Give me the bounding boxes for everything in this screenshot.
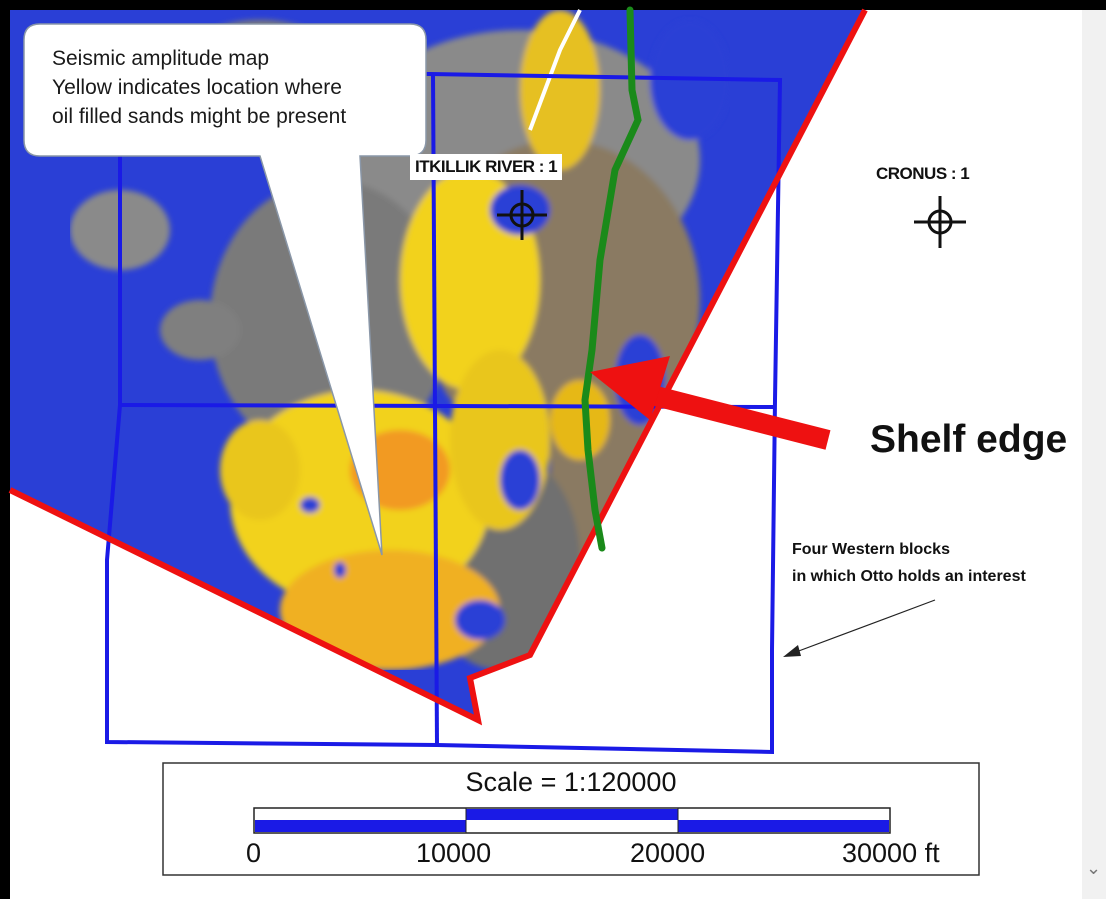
blocks-pointer-arrow (783, 599, 936, 657)
chevron-down-icon[interactable]: ⌄ (1086, 858, 1102, 878)
western-blocks-label: Four Western blocks in which Otto holds … (792, 536, 1026, 590)
scale-tick-2: 20000 (630, 838, 706, 868)
shelf-edge-label: Shelf edge (870, 418, 1068, 461)
scale-tick-1: 10000 (416, 838, 492, 868)
well-label-itkillik: ITKILLIK RIVER : 1 (410, 154, 563, 180)
callout-bubble (23, 23, 427, 556)
scale-tick-3: 30000 ft (842, 838, 940, 868)
scale-tick-0: 0 (246, 838, 262, 868)
channel-line (528, 9, 582, 131)
callout-line-3: oil filled sands might be present (52, 105, 347, 128)
scale-title: Scale = 1:120000 (465, 767, 677, 797)
scale-bar (162, 762, 980, 876)
vertical-scrollbar[interactable] (1082, 10, 1106, 899)
western-blocks-line-2: in which Otto holds an interest (792, 568, 1026, 585)
well-itkillik-icon (497, 190, 547, 240)
survey-boundary (8, 8, 868, 726)
well-label-cronus: CRONUS : 1 (876, 164, 970, 183)
callout-text: Seismic amplitude map Yellow indicates l… (52, 44, 432, 131)
western-blocks-line-1: Four Western blocks (792, 541, 950, 558)
callout-line-1: Seismic amplitude map (52, 47, 270, 70)
shelf-edge-line (581, 6, 642, 552)
shelf-edge-arrow (590, 356, 831, 450)
well-cronus-icon (914, 196, 966, 248)
callout-line-2: Yellow indicates location where (52, 76, 342, 99)
